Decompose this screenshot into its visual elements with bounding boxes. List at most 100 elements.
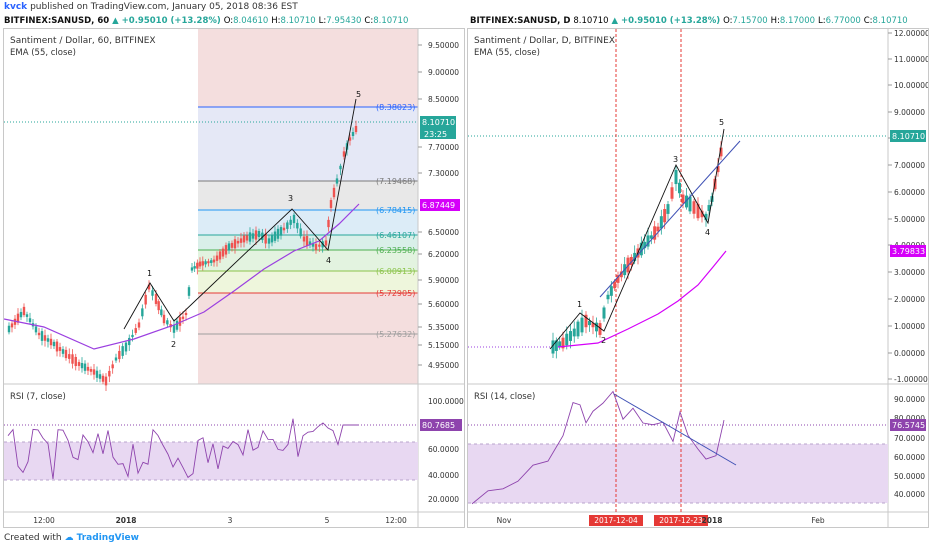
candle-body — [324, 240, 328, 246]
candle-body — [302, 236, 306, 242]
wave-label: 4 — [326, 256, 331, 265]
right-symbol: BITFINEX:SANUSD, D — [470, 16, 571, 26]
right-wave-labels: 1 2 3 4 5 — [577, 118, 724, 345]
left-rsi-legend: RSI (7, close) — [10, 392, 66, 402]
price-tick-label: 7.70000 — [428, 143, 459, 152]
price-tick-label: 8.50000 — [428, 95, 459, 104]
rsi-tick-label: 60.0000 — [428, 445, 459, 454]
candle-body — [61, 349, 65, 354]
time-tick-label: 12:00 — [33, 516, 55, 525]
right-rsi-tag: 76.5745 — [892, 421, 925, 430]
candle-body — [616, 275, 620, 283]
fib-zone-1 — [198, 107, 418, 181]
price-tick-label: 3.00000 — [894, 268, 925, 277]
candle-body — [236, 240, 240, 244]
candle-body — [264, 233, 267, 244]
left-symbol: BITFINEX:SANUSD, 60 — [4, 16, 110, 26]
candle-body — [248, 232, 252, 242]
wave-label: 5 — [719, 118, 724, 127]
candle-body — [212, 259, 216, 263]
wave-label: 4 — [705, 228, 710, 237]
rsi-band — [468, 444, 888, 503]
candle-body — [37, 332, 41, 336]
candle-body — [218, 251, 222, 260]
time-marker-bg — [589, 515, 643, 526]
time-marker-label: 2017-12-23 — [659, 516, 703, 525]
published-text: published on TradingView.com, January 05… — [30, 2, 298, 12]
right-change: ▲ +0.95010 (+13.28%) — [611, 16, 721, 26]
candle-body — [332, 187, 336, 198]
left-ohlc-header: BITFINEX:SANUSD, 60 ▲ +0.95010 (+13.28%)… — [4, 16, 409, 26]
trend-line — [599, 140, 741, 298]
tradingview-logo[interactable]: ☁ TradingView — [64, 533, 139, 543]
right-ema-tag: 3.79833 — [892, 247, 925, 256]
candle-body — [141, 308, 144, 317]
price-tick-label: 6.20000 — [428, 250, 459, 259]
candle-body — [646, 235, 650, 247]
fib-level-label: (5.27632) — [376, 330, 415, 339]
candle-body — [7, 325, 11, 333]
right-open: 7.15700 — [732, 16, 768, 26]
fib-zone-5 — [198, 250, 418, 271]
candle-body — [626, 257, 630, 273]
candle-body — [685, 195, 688, 208]
right-rsi-axis[interactable]: 90.0000 80.0000 70.0000 60.0000 50.0000 40.00… — [894, 395, 925, 499]
right-price-axis[interactable]: 12.0000011.0000010.000009.000008.000007.… — [888, 29, 930, 384]
candle-body — [184, 312, 188, 316]
candle-body — [276, 228, 280, 239]
candle-body — [86, 366, 90, 371]
price-tick-label: -1.00000 — [894, 375, 928, 384]
price-tick-label: 5.00000 — [894, 215, 925, 224]
candle-body — [19, 311, 23, 318]
candle-body — [279, 227, 283, 236]
fib-lines: (8.38023) (7.19468) (6.78415) (6.46107) (6.2… — [198, 103, 418, 339]
left-chart-svg[interactable]: (8.38023) (7.19468) (6.78415) (6.46107) (6.2… — [3, 29, 464, 527]
fib-level-label: (7.19468) — [376, 177, 415, 186]
wave-label: 1 — [577, 300, 582, 309]
candle-body — [210, 260, 213, 263]
right-candles — [551, 141, 723, 359]
right-close: 8.10710 — [872, 16, 908, 26]
candle-body — [71, 354, 74, 364]
candle-body — [688, 196, 692, 212]
candle-body — [565, 333, 569, 346]
right-low: 6.77000 — [825, 16, 861, 26]
time-tick-label: Feb — [811, 516, 825, 525]
right-price: 8.10710 — [573, 16, 609, 26]
wave-label: 2 — [171, 340, 176, 349]
candle-body — [193, 266, 196, 269]
price-tick-label: 9.50000 — [428, 41, 459, 50]
candle-body — [692, 201, 696, 214]
candle-body — [224, 245, 228, 255]
candle-body — [40, 331, 44, 341]
time-tick-label: 12:00 — [385, 516, 407, 525]
candle-body — [157, 301, 160, 311]
candle-body — [204, 261, 207, 265]
candle-body — [666, 204, 670, 214]
left-price-axis[interactable]: 9.50000 9.00000 8.50000 7.70000 7.30000 6.500… — [418, 41, 459, 370]
candle-body — [137, 322, 141, 328]
candle-body — [239, 238, 243, 243]
candle-body — [261, 232, 264, 241]
candle-body — [663, 209, 667, 223]
price-tick-label: 0.00000 — [894, 349, 925, 358]
candle-body — [674, 169, 678, 185]
candle-body — [342, 151, 346, 157]
wave-label: 3 — [673, 155, 678, 164]
candle-body — [707, 205, 711, 211]
candle-body — [43, 335, 47, 341]
left-change: ▲ +0.95010 (+13.28%) — [112, 16, 221, 26]
left-chart-panel[interactable]: (8.38023) (7.19468) (6.78415) (6.46107) (6.2… — [3, 28, 465, 528]
username[interactable]: kvck — [4, 2, 28, 12]
footer-created-with: Created with — [4, 533, 62, 543]
candle-body — [700, 210, 704, 218]
candle-body — [643, 241, 647, 249]
fib-level-label: (6.78415) — [376, 206, 415, 215]
price-tick-label: 6.00000 — [894, 188, 925, 197]
price-tick-label: 5.15000 — [428, 341, 459, 350]
left-time-axis[interactable]: 12:00 2018 3 5 12:00 — [33, 516, 407, 525]
